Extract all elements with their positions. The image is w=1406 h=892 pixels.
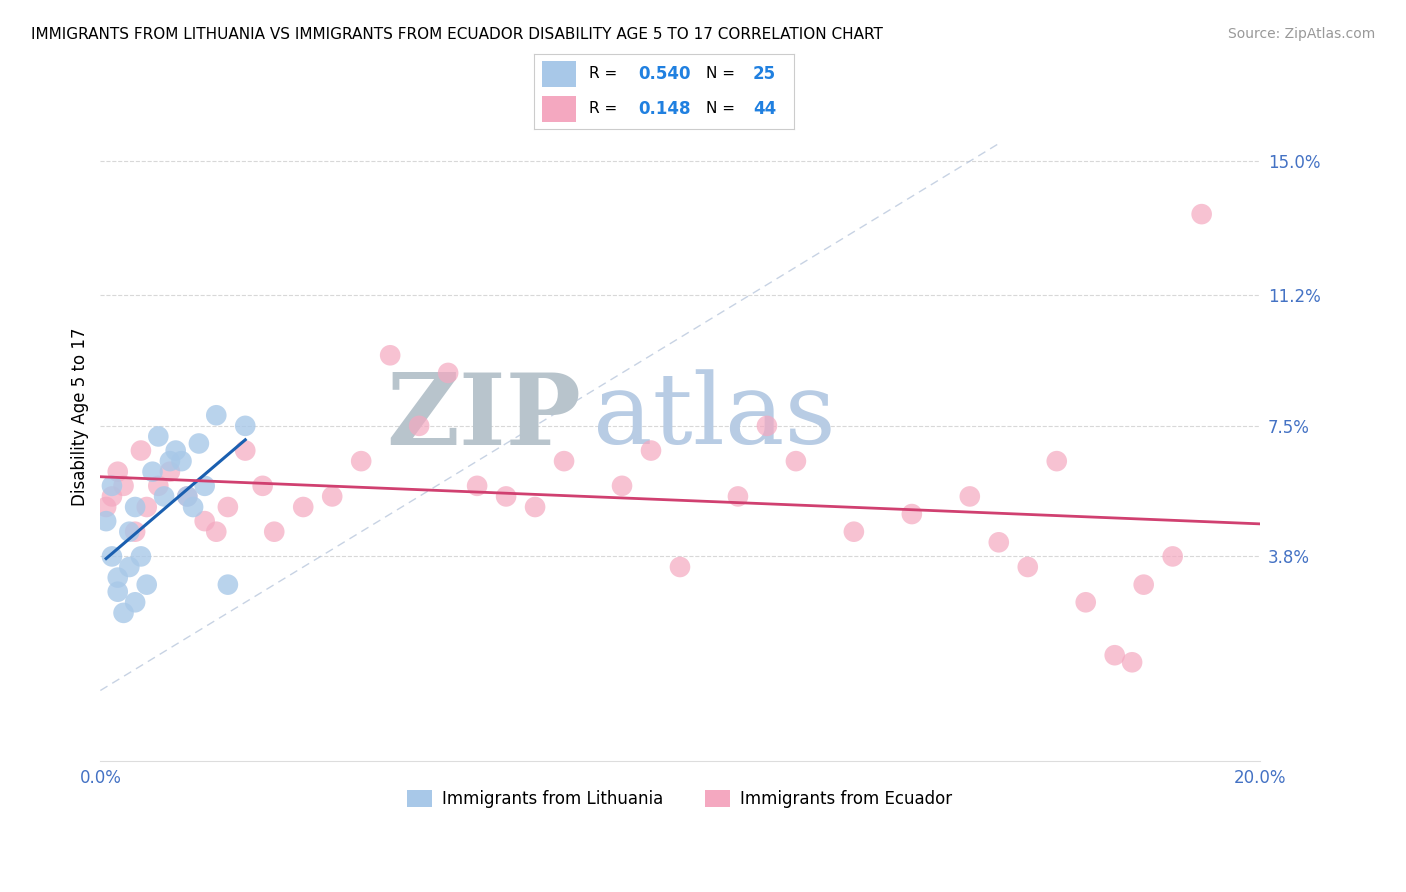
Text: 25: 25	[752, 65, 776, 83]
Text: 0.540: 0.540	[638, 65, 690, 83]
Point	[205, 409, 228, 423]
Point	[112, 479, 135, 493]
Text: R =: R =	[589, 67, 621, 81]
Point	[785, 454, 807, 468]
Y-axis label: Disability Age 5 to 17: Disability Age 5 to 17	[72, 327, 89, 507]
Point	[263, 524, 285, 539]
Point	[194, 479, 217, 493]
Point	[205, 524, 228, 539]
Text: R =: R =	[589, 102, 621, 116]
Point	[524, 500, 547, 514]
Point	[292, 500, 315, 514]
Point	[107, 584, 129, 599]
Point	[135, 500, 157, 514]
Point	[1017, 560, 1039, 574]
Point	[727, 490, 749, 504]
Point	[148, 429, 170, 443]
Point	[141, 465, 163, 479]
Point	[1132, 577, 1154, 591]
Point	[233, 418, 256, 433]
Point	[135, 577, 157, 591]
Point	[380, 348, 402, 362]
Point	[94, 514, 117, 528]
Text: N =: N =	[706, 67, 740, 81]
Point	[101, 549, 124, 564]
Point	[118, 524, 141, 539]
Point	[495, 490, 517, 504]
Point	[194, 514, 217, 528]
Point	[112, 606, 135, 620]
Point	[148, 479, 170, 493]
Point	[350, 454, 373, 468]
Point	[1104, 648, 1126, 663]
Bar	[543, 62, 576, 87]
Point	[129, 549, 152, 564]
Point	[101, 490, 124, 504]
Point	[187, 436, 209, 450]
Point	[124, 595, 146, 609]
Point	[252, 479, 274, 493]
Point	[159, 454, 181, 468]
Point	[118, 560, 141, 574]
Text: ZIP: ZIP	[387, 368, 582, 466]
Text: Source: ZipAtlas.com: Source: ZipAtlas.com	[1227, 27, 1375, 41]
Point	[901, 507, 924, 521]
Point	[1046, 454, 1069, 468]
Point	[153, 490, 176, 504]
Point	[755, 418, 778, 433]
Point	[233, 443, 256, 458]
Legend: Immigrants from Lithuania, Immigrants from Ecuador: Immigrants from Lithuania, Immigrants fr…	[401, 783, 959, 814]
Point	[1191, 207, 1213, 221]
Point	[669, 560, 692, 574]
Point	[176, 490, 198, 504]
Point	[437, 366, 460, 380]
Point	[217, 500, 239, 514]
Point	[1074, 595, 1097, 609]
Point	[465, 479, 488, 493]
Point	[94, 500, 117, 514]
Point	[1161, 549, 1184, 564]
Point	[165, 443, 187, 458]
Point	[640, 443, 662, 458]
Point	[610, 479, 633, 493]
Bar	[543, 96, 576, 122]
Point	[170, 454, 193, 468]
Point	[842, 524, 865, 539]
Point	[1121, 655, 1143, 669]
Point	[107, 571, 129, 585]
Point	[987, 535, 1010, 549]
Point	[129, 443, 152, 458]
Point	[107, 465, 129, 479]
Point	[553, 454, 575, 468]
Point	[101, 479, 124, 493]
Point	[959, 490, 981, 504]
Text: 44: 44	[752, 100, 776, 118]
Text: 0.148: 0.148	[638, 100, 690, 118]
Point	[124, 524, 146, 539]
Point	[176, 490, 198, 504]
Point	[159, 465, 181, 479]
Text: N =: N =	[706, 102, 740, 116]
Point	[408, 418, 430, 433]
Text: atlas: atlas	[593, 369, 835, 465]
Point	[321, 490, 343, 504]
Point	[217, 577, 239, 591]
Text: IMMIGRANTS FROM LITHUANIA VS IMMIGRANTS FROM ECUADOR DISABILITY AGE 5 TO 17 CORR: IMMIGRANTS FROM LITHUANIA VS IMMIGRANTS …	[31, 27, 883, 42]
Point	[181, 500, 204, 514]
Point	[124, 500, 146, 514]
